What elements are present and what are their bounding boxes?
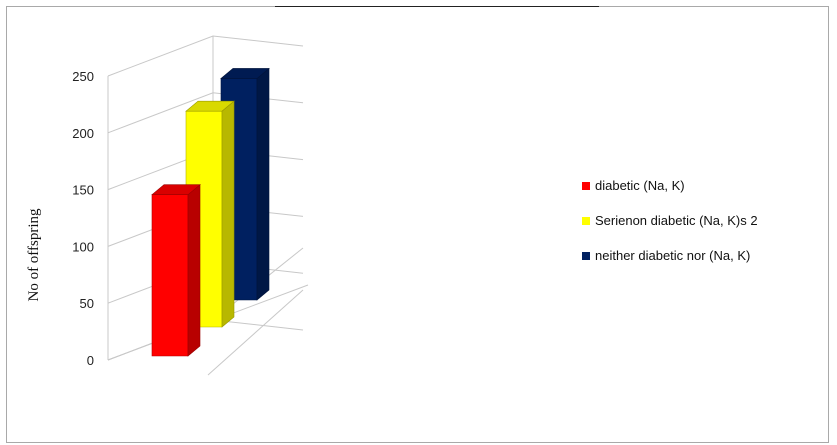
legend-label: neither diabetic nor (Na, K) [595, 248, 750, 263]
legend-label: diabetic (Na, K) [595, 178, 685, 193]
gridline [107, 35, 304, 77]
legend-swatch [582, 217, 590, 225]
bar-top-face [220, 68, 270, 79]
bar-top-face [151, 184, 201, 195]
bar-side-face [256, 67, 270, 301]
chart-frame [6, 6, 829, 443]
bar-side-face [187, 184, 201, 357]
bar-1 [151, 184, 201, 357]
floor-front-edge [207, 289, 304, 376]
bar-side-face [221, 100, 235, 328]
legend-item: neither diabetic nor (Na, K) [582, 248, 750, 263]
legend-swatch [582, 182, 590, 190]
legend-swatch [582, 252, 590, 260]
legend-label: Serienon diabetic (Na, K)s 2 [595, 213, 758, 228]
y-tick-label: 100 [72, 239, 94, 254]
bars [151, 67, 270, 357]
y-tick-label: 200 [72, 126, 94, 141]
y-tick-label: 250 [72, 69, 94, 84]
y-axis-label: No of offspring [26, 208, 42, 302]
legend-item: Serienon diabetic (Na, K)s 2 [582, 213, 758, 228]
legend-item: diabetic (Na, K) [582, 178, 685, 193]
y-tick-label: 50 [80, 296, 94, 311]
bar-front-face [151, 194, 189, 357]
top-border-line [275, 6, 599, 7]
legend: diabetic (Na, K) Serienon diabetic (Na, K… [582, 178, 758, 263]
gridline [107, 92, 304, 134]
y-axis-ticks: 0 50 100 150 200 250 [72, 69, 94, 368]
y-tick-label: 150 [72, 183, 94, 198]
bar-top-face [185, 100, 235, 112]
y-tick-label: 0 [87, 353, 94, 368]
